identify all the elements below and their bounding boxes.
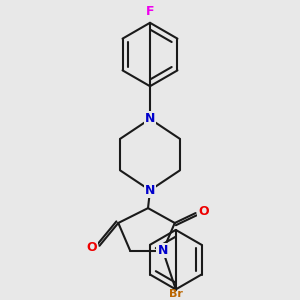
Text: N: N <box>145 112 155 125</box>
Text: Br: Br <box>169 289 183 299</box>
Text: F: F <box>146 5 154 18</box>
Text: O: O <box>198 205 209 218</box>
Text: N: N <box>158 244 168 257</box>
Text: O: O <box>86 241 97 254</box>
Text: N: N <box>145 184 155 197</box>
